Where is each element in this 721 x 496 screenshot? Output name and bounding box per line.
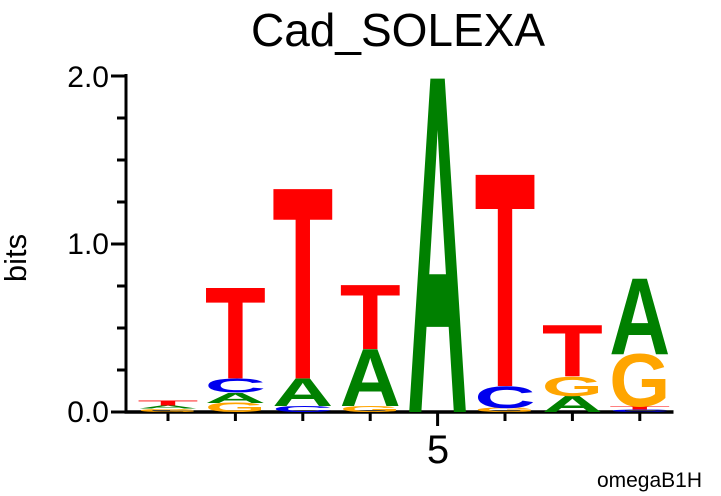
y-tick-label-0.0: 0.0 [67,396,109,429]
logo-stack-1: GAT [138,399,199,413]
logo-letter-p8-A: A [609,256,670,378]
logo-letter-p8-T: T [609,406,670,411]
credit-text: omegaB1H [597,469,702,492]
logo-letter-p2-A: A [205,390,266,406]
logo-letter-p7-T: T [542,309,603,392]
logo-letter-p4-A: A [340,332,401,424]
logo-letter-p3-C: C [272,404,333,413]
y-tick-label-1.0: 1.0 [67,228,109,261]
logo-letter-p2-C: C [205,374,266,397]
logo-letter-p3-T: T [272,130,333,437]
logo-letter-p6-T: T [475,109,536,452]
logo-stack-6: GCT [475,109,536,452]
x-tick-label-5: 5 [427,428,449,472]
logo-letter-p7-G: G [542,371,603,402]
logo-letter-p4-T: T [340,266,401,369]
logo-letter-p7-A: A [542,391,603,417]
logo-letter-p1-G: G [138,408,199,413]
logo-letter-p4-G: G [340,404,401,413]
logo-letter-p6-C: C [475,379,536,414]
logo-letter-p5-A: A [407,0,468,496]
logo-stack-3: CAT [272,130,333,437]
logo-stack-5: A [407,0,468,496]
axes [111,74,674,426]
logo-letter-p3-A: A [272,370,333,415]
logo-stack-7: AGT [542,309,603,417]
logo-letter-p2-G: G [205,400,266,415]
logo-letter-p1-T: T [138,399,199,407]
y-axis-label: bits [0,234,33,282]
y-tick-label-2.0: 2.0 [67,61,109,94]
logo-letter-p8-C: C [609,409,670,413]
chart-title: Cad_SOLEXA [251,4,545,56]
logo-stack-4: GAT [340,266,401,424]
logo-letter-p6-G: G [475,407,536,414]
logo-letter-p1-A: A [138,404,199,409]
logo-letter-p8-G: G [609,338,670,422]
logo-letter-p2-T: T [205,259,266,406]
